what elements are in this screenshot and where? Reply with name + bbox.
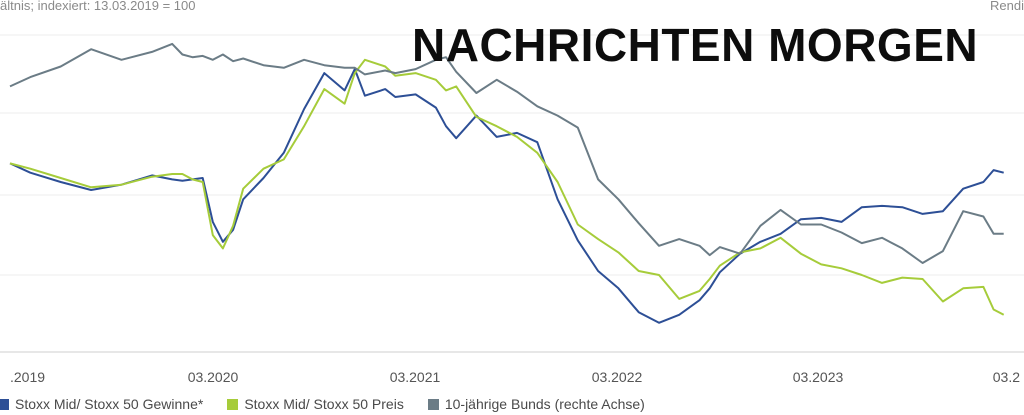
gridlines [0, 34, 1024, 353]
series-line-1 [9, 58, 1005, 316]
x-tick-label: 03.2020 [188, 369, 239, 385]
x-axis-ticks: .2019 03.2020 03.2021 03.2022 03.2023 03.2 [10, 369, 1020, 385]
axis-note-left: ältnis; indexiert: 13.03.2019 = 100 [0, 0, 196, 13]
axis-note-right: Rendi [990, 0, 1024, 13]
legend-swatch-bunds [427, 398, 439, 410]
x-tick-label: 03.2023 [793, 369, 844, 385]
series-line-0 [9, 68, 1004, 324]
x-tick-label: 03.2022 [592, 369, 643, 385]
x-tick-label: 03.2 [993, 369, 1020, 385]
legend-swatch-preis [227, 398, 239, 410]
legend: Stoxx Mid/ Stoxx 50 Gewinne* Stoxx Mid/ … [0, 394, 669, 414]
legend-label-bunds: 10-jährige Bunds (rechte Achse) [444, 396, 645, 412]
legend-label-gewinne: Stoxx Mid/ Stoxx 50 Gewinne* [15, 396, 204, 412]
x-tick-label: .2019 [10, 369, 45, 385]
legend-item-preis: Stoxx Mid/ Stoxx 50 Preis [227, 396, 404, 412]
legend-item-bunds: 10-jährige Bunds (rechte Achse) [427, 396, 645, 412]
series-line-2 [9, 42, 1004, 264]
series-lines [9, 42, 1005, 324]
legend-item-gewinne: Stoxx Mid/ Stoxx 50 Gewinne* [0, 396, 203, 412]
x-tick-label: 03.2021 [390, 369, 441, 385]
legend-label-preis: Stoxx Mid/ Stoxx 50 Preis [244, 396, 404, 412]
overlay-title: NACHRICHTEN MORGEN [412, 19, 979, 71]
legend-swatch-gewinne [0, 398, 9, 410]
